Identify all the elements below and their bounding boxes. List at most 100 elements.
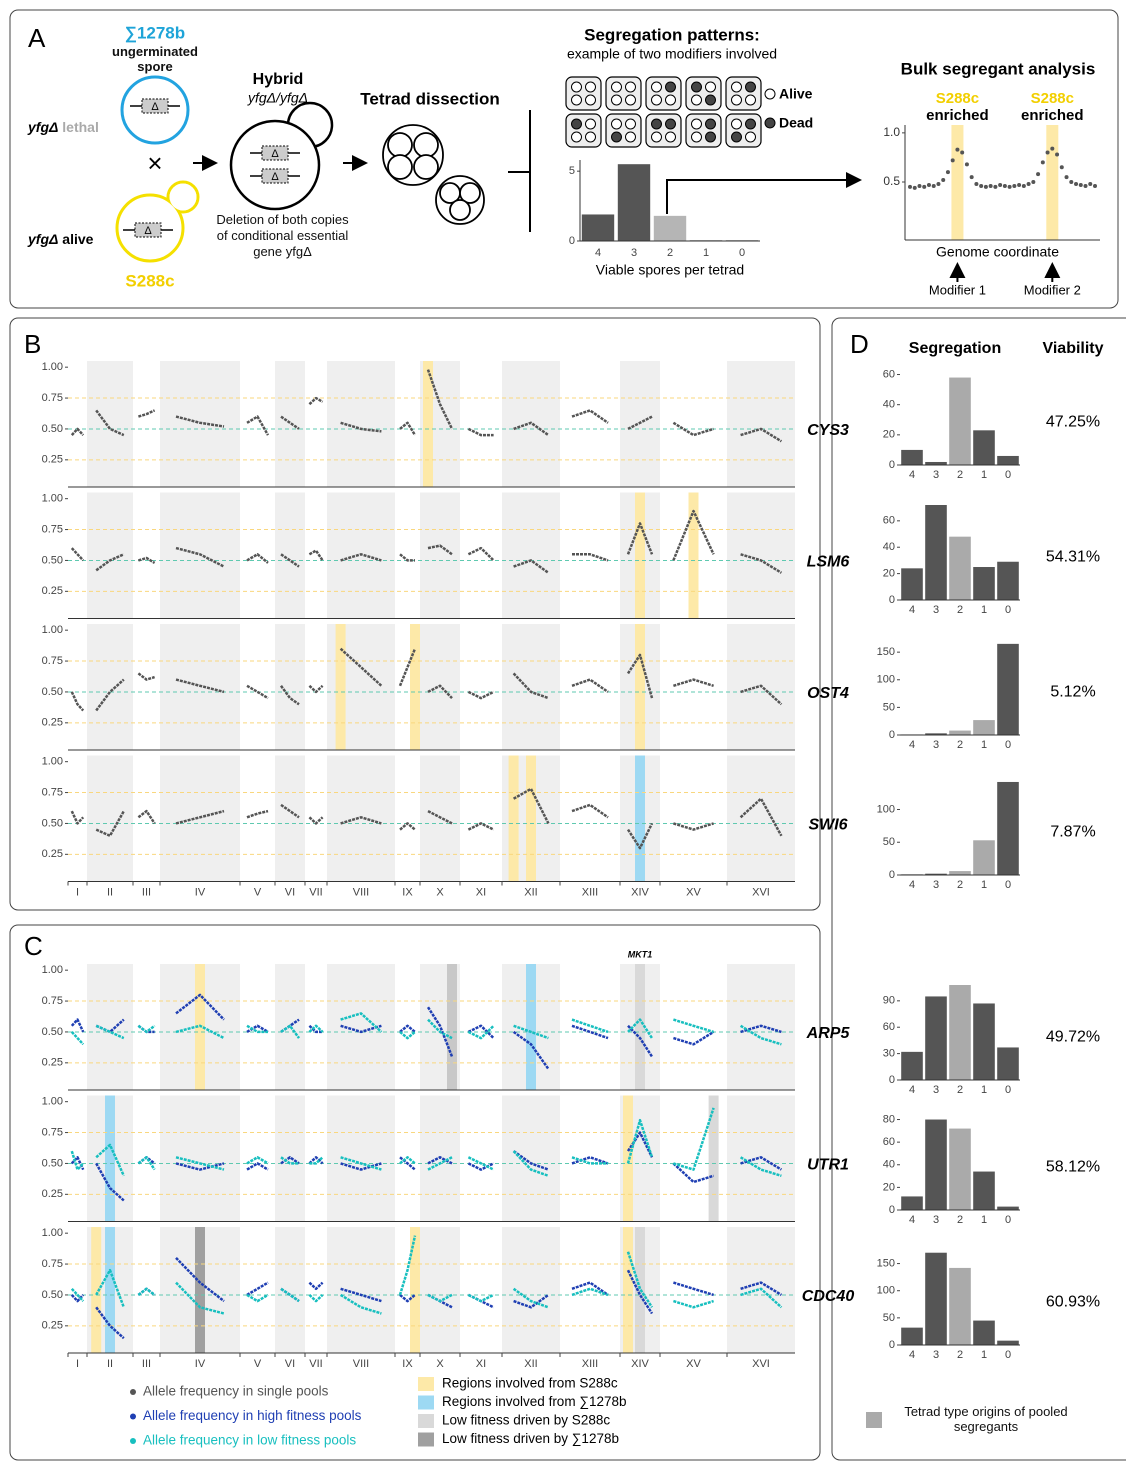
- panel-b-frame: [9, 317, 821, 911]
- y-tick-label: 1.00: [42, 624, 63, 636]
- legend-marker: [130, 1438, 136, 1444]
- spore: [625, 81, 636, 93]
- y-tick-label: 100: [877, 674, 895, 686]
- allele-frequency-line: [399, 1024, 416, 1033]
- panel-a-frame: [9, 9, 1119, 309]
- viability-label: 7.87%: [1050, 824, 1095, 841]
- allele-frequency-line: [308, 396, 324, 406]
- y-tick-label: 0.50: [42, 423, 63, 435]
- x-tick-label: III: [142, 886, 151, 898]
- allele-frequency-line: [513, 421, 550, 437]
- chromosome-band: [160, 1095, 240, 1222]
- legend-marker: [130, 1413, 136, 1420]
- y-tick-label: 0.5: [883, 174, 900, 188]
- x-tick-label: 1: [981, 879, 987, 891]
- tetrad-icon: [685, 113, 722, 148]
- x-tick-label: 4: [909, 1084, 915, 1096]
- x-tick-label: 1: [981, 1084, 987, 1096]
- tetrad-icon: [605, 113, 642, 148]
- allele-frequency-line: [309, 1156, 324, 1165]
- allele-frequency-line: [512, 1030, 550, 1070]
- marker-label: Modifier 1: [929, 282, 986, 297]
- chromosome-band: [502, 1227, 560, 1353]
- y-tick-label: 5: [569, 165, 575, 177]
- allele-frequency-line: [95, 1024, 125, 1040]
- y-tick-label: 40: [883, 541, 895, 553]
- allele-frequency-line: [308, 1156, 324, 1165]
- x-tick-label: 3: [933, 1349, 939, 1361]
- tetrad-icon: [725, 113, 762, 148]
- data-point: [1083, 183, 1088, 188]
- y-tick-label: 0: [889, 594, 895, 606]
- allele-frequency-line: [626, 1118, 654, 1164]
- x-tick-label: XI: [476, 886, 486, 898]
- allele-frequency-line: [426, 369, 454, 430]
- x-tick-label: 3: [631, 247, 637, 259]
- data-point: [1078, 182, 1083, 187]
- y-tick-label: 50: [883, 1312, 895, 1324]
- allele-frequency-line: [740, 684, 783, 706]
- data-point: [1059, 165, 1064, 170]
- allele-frequency-line: [70, 1287, 85, 1302]
- x-tick-label: 1: [981, 1214, 987, 1226]
- x-axis-label: Genome coordinate: [936, 244, 1059, 260]
- step-label: Tetrad dissection: [360, 89, 500, 108]
- allele-frequency-line: [246, 684, 269, 700]
- tetrad-icon: [645, 76, 682, 111]
- allele-frequency-line: [246, 1156, 269, 1165]
- chromosome-band: [87, 624, 133, 750]
- gene-symbol: Δ: [271, 148, 279, 160]
- allele-frequency-line: [95, 810, 125, 838]
- y-tick-label: 1.00: [42, 964, 63, 976]
- x-tick-label: VIII: [353, 886, 370, 898]
- allele-frequency-line: [280, 1156, 300, 1165]
- data-point: [1036, 172, 1041, 177]
- allele-frequency-line: [280, 1287, 300, 1303]
- viability-label: 58.12%: [1046, 1159, 1100, 1176]
- allele-frequency-line: [571, 1018, 609, 1034]
- bar: [949, 1267, 971, 1345]
- allele-frequency-line: [95, 1162, 125, 1202]
- x-tick-label: 3: [933, 879, 939, 891]
- spore: [705, 94, 716, 106]
- tetrad-patterns: [565, 76, 762, 148]
- track-label: SWI6: [808, 817, 847, 834]
- bar: [973, 720, 995, 735]
- allele-frequency-line: [513, 1293, 550, 1309]
- data-point: [993, 184, 998, 189]
- allele-frequency-line: [175, 678, 225, 694]
- spore: [585, 118, 596, 130]
- strain-name: S288c: [125, 271, 174, 290]
- allele-frequency-line: [427, 1156, 453, 1165]
- x-tick-label: 3: [933, 604, 939, 616]
- allele-frequency-line: [175, 809, 225, 825]
- allele-frequency-line: [308, 1293, 324, 1303]
- x-tick-label: II: [107, 1358, 113, 1370]
- chromosome-band: [327, 964, 395, 1090]
- genotype-label: yfgΔ lethal: [27, 119, 99, 135]
- chromosome-band: [275, 492, 305, 619]
- y-tick-label: 0: [889, 729, 895, 741]
- highlight-region: [526, 755, 536, 882]
- y-tick-label: 60: [883, 368, 895, 380]
- track-label: LSM6: [807, 554, 850, 571]
- highlight-region: [195, 1227, 205, 1353]
- allele-frequency-line: [340, 1012, 383, 1033]
- y-tick-label: 0.25: [42, 717, 63, 729]
- legend-label: Alive: [779, 86, 813, 102]
- allele-frequency-line: [571, 1281, 609, 1296]
- spore: [585, 131, 596, 143]
- y-tick-label: 100: [877, 803, 895, 815]
- hybrid-genotype: yfgΔ/yfgΔ: [247, 90, 308, 106]
- allele-frequency-line: [427, 1156, 453, 1171]
- allele-frequency-line: [627, 415, 653, 431]
- legend-swatch: [418, 1395, 434, 1410]
- cell: [229, 119, 321, 211]
- allele-frequency-line: [137, 1156, 156, 1171]
- tetrad: [382, 124, 485, 225]
- y-tick-label: 0.50: [42, 686, 63, 698]
- highlight-region: [423, 361, 433, 487]
- x-tick-label: XIII: [582, 886, 599, 898]
- allele-frequency-line: [308, 1024, 323, 1034]
- allele-frequency-line: [175, 415, 225, 428]
